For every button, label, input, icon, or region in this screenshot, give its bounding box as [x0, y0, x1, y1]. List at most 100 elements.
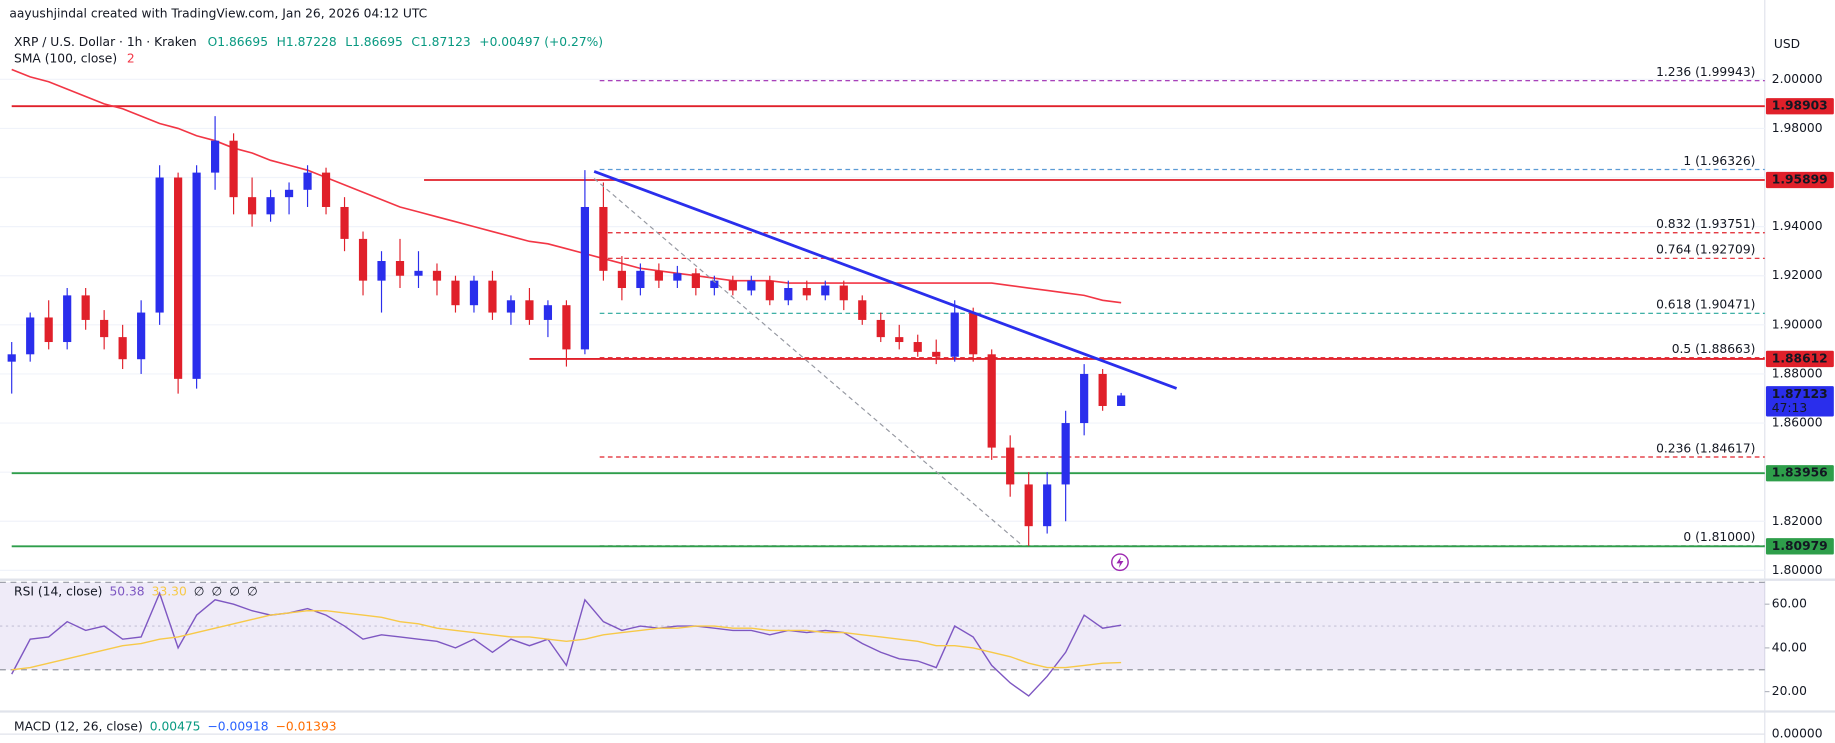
rsi-legend-value: 50.38: [109, 584, 144, 598]
candle-body: [377, 261, 386, 281]
y-tick-label: 0.00000: [1772, 727, 1823, 741]
candle-body: [784, 288, 793, 301]
candle-body: [913, 342, 922, 352]
price-badge-label: 1.83956: [1772, 466, 1828, 480]
candle-body: [63, 295, 72, 343]
candle-body: [710, 280, 719, 289]
bolt-icon: [1111, 553, 1129, 572]
candle-body: [617, 270, 626, 289]
trendline: [593, 178, 1022, 546]
candle-body: [100, 319, 109, 338]
rsi-legend: RSI (14, close) 50.38 33.30 ∅ ∅ ∅ ∅: [14, 584, 258, 598]
trendline: [593, 170, 1178, 390]
y-tick-label: 1.92000: [1772, 268, 1823, 282]
fib-label: 0.764 (1.92709): [1656, 243, 1755, 257]
author: aayushjindal created with TradingView.co…: [9, 7, 427, 21]
rsi-legend-value: ∅: [247, 584, 258, 598]
last-price: 1.87123: [1772, 387, 1828, 401]
candle-body: [1024, 484, 1033, 527]
fib-label: 0.832 (1.93751): [1656, 217, 1755, 231]
candle-body: [321, 172, 331, 207]
y-tick-label: 1.94000: [1772, 219, 1823, 233]
candle-body: [118, 337, 127, 360]
candle-body: [636, 270, 645, 289]
candle-body: [174, 177, 183, 379]
y-tick-label: 1.90000: [1772, 317, 1823, 331]
rsi-title: RSI (14, close): [14, 584, 102, 598]
candle-body: [802, 288, 811, 296]
candle-body: [1061, 423, 1070, 485]
ohlc-high: H1.87228: [277, 35, 337, 49]
ohlc-change: +0.00497 (+0.27%): [479, 35, 603, 49]
y-tick-label: 1.88000: [1772, 366, 1823, 380]
y-tick-label: 1.82000: [1772, 514, 1823, 528]
candle-body: [1117, 395, 1126, 406]
price-badge-label: 1.80979: [1772, 539, 1828, 553]
candle-body: [26, 317, 35, 355]
candle-body: [284, 189, 294, 198]
macd-legend-value: −0.01393: [276, 719, 337, 733]
price-badge: [1765, 171, 1834, 189]
candle-body: [137, 312, 146, 360]
candle-body: [1080, 373, 1089, 424]
y-tick-label: 1.86000: [1772, 416, 1823, 430]
ohlc-close: C1.87123: [411, 35, 470, 49]
macd-legend: MACD (12, 26, close) 0.00475 −0.00918 −0.01…: [14, 719, 337, 733]
candle-body: [562, 305, 571, 350]
sma-line: [11, 68, 1122, 304]
rsi-line: [11, 591, 1122, 697]
currency[interactable]: USD: [1774, 37, 1800, 51]
sma-legend: SMA (100, close) 2: [14, 51, 135, 65]
candle-body: [506, 300, 516, 313]
candle-body: [432, 270, 442, 281]
candle-body: [358, 238, 368, 281]
price-badge: [1765, 465, 1834, 482]
macd-legend-value: 0.00475: [150, 719, 201, 733]
fib-label: 0.618 (1.90471): [1656, 298, 1755, 312]
candle-body: [211, 140, 220, 173]
price-axis-bg: [1764, 0, 1835, 743]
candle-body: [747, 280, 756, 291]
candle-body: [673, 273, 682, 281]
fib-label: 1 (1.96326): [1683, 154, 1755, 168]
ohlc-low: L1.86695: [345, 35, 403, 49]
rsi-legend-value: ∅: [194, 584, 205, 598]
candle-body: [599, 206, 608, 271]
candle-body: [987, 354, 996, 448]
candle-body: [932, 351, 941, 357]
candle-body: [44, 317, 53, 343]
candle-body: [451, 280, 460, 306]
candle-body: [821, 285, 830, 296]
candle-body: [1006, 447, 1015, 485]
candle-body: [192, 172, 201, 379]
candle-body: [229, 140, 238, 198]
candle-body: [765, 280, 774, 301]
rsi-legend-value: 33.30: [152, 584, 187, 598]
rsi-legend-value: ∅: [229, 584, 240, 598]
y-tick-label: 1.98000: [1772, 121, 1823, 135]
candle-body: [469, 280, 479, 306]
candle-body: [839, 285, 848, 301]
candle-body: [266, 197, 275, 215]
candle-body: [340, 206, 349, 239]
candle-body: [414, 270, 423, 276]
price-badge: [1765, 350, 1834, 368]
candle-body: [543, 305, 553, 320]
price-badge-label: 1.95899: [1772, 173, 1828, 187]
candle-body: [858, 300, 867, 320]
candle-body: [1098, 373, 1107, 406]
fib-label: 0 (1.81000): [1683, 530, 1755, 544]
candle-body: [7, 354, 16, 362]
rsi-line: [11, 610, 1122, 671]
macd-title: MACD (12, 26, close): [14, 719, 143, 733]
price-badge-label: 1.88612: [1772, 351, 1828, 365]
candle-body: [969, 312, 978, 355]
candle-body: [303, 172, 312, 190]
candle-body: [691, 273, 700, 289]
last-price-badge: [1765, 386, 1834, 417]
candle-body: [488, 280, 497, 313]
sma-width: 2: [127, 51, 135, 65]
candle-body: [654, 270, 663, 281]
